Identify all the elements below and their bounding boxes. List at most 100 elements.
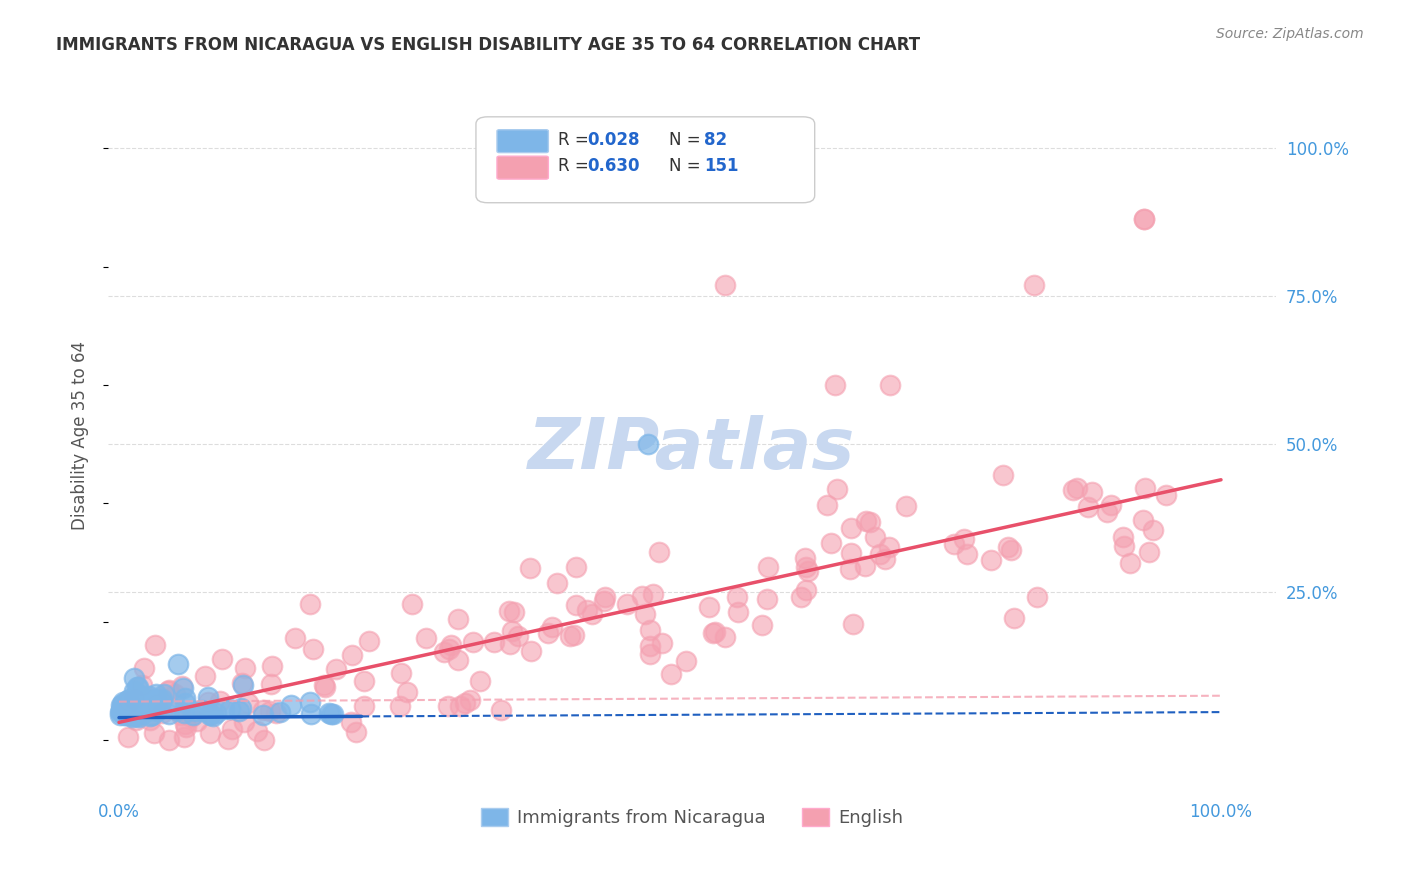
Point	[117, 693, 139, 707]
Point	[117, 693, 139, 707]
Point	[501, 624, 523, 638]
Point	[121, 706, 143, 721]
Point	[139, 709, 162, 723]
Point	[229, 700, 252, 714]
Point	[576, 603, 599, 617]
Point	[108, 708, 131, 723]
Point	[1111, 530, 1133, 544]
Point	[253, 733, 276, 747]
Point	[796, 560, 818, 574]
Point	[128, 701, 150, 715]
Y-axis label: Disability Age 35 to 64: Disability Age 35 to 64	[72, 341, 89, 530]
Point	[318, 706, 340, 720]
Point	[110, 703, 132, 717]
Point	[1132, 513, 1154, 527]
Point	[114, 701, 136, 715]
Point	[482, 635, 505, 649]
Point	[581, 607, 603, 622]
Point	[437, 642, 460, 657]
Point	[1077, 500, 1099, 514]
Point	[953, 532, 976, 546]
Point	[638, 647, 661, 661]
Point	[447, 653, 470, 667]
Point	[299, 707, 322, 722]
Point	[208, 693, 231, 707]
Text: 82: 82	[704, 131, 727, 149]
Point	[498, 604, 520, 618]
Point	[593, 590, 616, 604]
Point	[143, 692, 166, 706]
Point	[1133, 212, 1156, 227]
Point	[1119, 556, 1142, 570]
Point	[125, 680, 148, 694]
Point	[124, 707, 146, 722]
Point	[269, 705, 291, 719]
Point	[1097, 505, 1119, 519]
Point	[121, 691, 143, 706]
Point	[118, 708, 141, 723]
Point	[1025, 591, 1047, 605]
Point	[437, 698, 460, 713]
Point	[186, 714, 208, 728]
Point	[166, 657, 188, 672]
Point	[260, 658, 283, 673]
Point	[401, 597, 423, 611]
Point	[118, 693, 141, 707]
Point	[122, 684, 145, 698]
Point	[156, 683, 179, 698]
Point	[863, 530, 886, 544]
Point	[141, 707, 163, 722]
Point	[128, 696, 150, 710]
Point	[564, 599, 586, 613]
Point	[641, 587, 664, 601]
Point	[150, 706, 173, 720]
Point	[217, 731, 239, 746]
Text: N =: N =	[669, 157, 706, 175]
Point	[212, 702, 235, 716]
Point	[353, 674, 375, 689]
Point	[148, 698, 170, 712]
Point	[1062, 483, 1084, 497]
Point	[280, 698, 302, 713]
Point	[319, 707, 342, 722]
Point	[562, 628, 585, 642]
Point	[638, 639, 661, 653]
Point	[1000, 542, 1022, 557]
Point	[114, 708, 136, 723]
Point	[344, 725, 367, 739]
Point	[236, 697, 259, 711]
Point	[124, 693, 146, 707]
Point	[108, 706, 131, 720]
Point	[127, 699, 149, 714]
Point	[1022, 277, 1045, 292]
Point	[838, 562, 860, 576]
Point	[519, 561, 541, 575]
Point	[146, 704, 169, 718]
Point	[703, 625, 725, 640]
Point	[997, 540, 1019, 554]
Text: 0.630: 0.630	[586, 157, 640, 175]
Point	[135, 704, 157, 718]
Point	[499, 637, 522, 651]
Point	[138, 703, 160, 717]
Point	[661, 666, 683, 681]
Point	[877, 540, 900, 554]
Point	[725, 590, 748, 604]
Point	[157, 733, 180, 747]
Point	[1099, 498, 1122, 512]
Point	[122, 690, 145, 704]
Point	[839, 520, 862, 534]
Point	[389, 665, 412, 680]
Point	[110, 704, 132, 718]
Point	[252, 708, 274, 723]
Point	[145, 687, 167, 701]
Point	[651, 635, 673, 649]
Point	[727, 605, 749, 619]
Point	[415, 632, 437, 646]
Point	[855, 514, 877, 528]
Point	[506, 629, 529, 643]
Text: R =: R =	[558, 131, 593, 149]
Point	[446, 612, 468, 626]
Point	[873, 551, 896, 566]
Point	[389, 698, 412, 713]
